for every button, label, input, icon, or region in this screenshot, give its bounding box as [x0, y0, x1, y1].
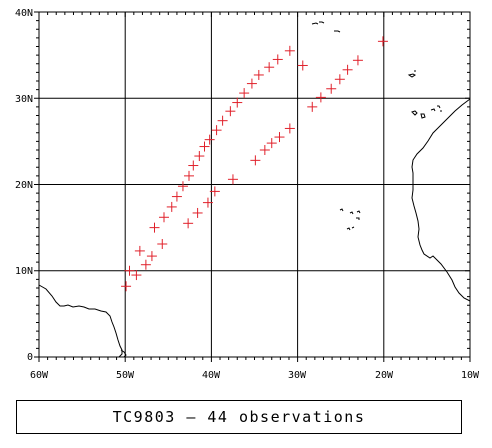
lon-label-60w: 60W [30, 370, 49, 381]
observation-marker [264, 62, 275, 73]
observation-marker [199, 141, 210, 152]
observation-marker [192, 207, 203, 218]
observation-marker [157, 239, 168, 250]
observation-marker [217, 115, 228, 126]
observation-marker [194, 151, 205, 162]
observation-marker [204, 134, 215, 145]
observation-marker [239, 88, 250, 99]
observation-marker [124, 265, 135, 276]
observation-marker [225, 106, 236, 117]
observation-marker [146, 251, 157, 262]
observation-marker [171, 191, 182, 202]
observation-marker [246, 78, 257, 89]
observation-marker [209, 186, 220, 197]
observation-marker [272, 54, 283, 65]
observation-marker [284, 45, 295, 56]
observation-marker [315, 92, 326, 103]
lat-label-0: 0 [27, 352, 33, 363]
caption-box: TC9803 — 44 observations [16, 400, 462, 434]
south-america-coastline [38, 284, 123, 358]
lon-label-40w: 40W [202, 370, 221, 381]
observation-marker [326, 83, 337, 94]
observation-marker [202, 197, 213, 208]
coastlines [38, 21, 471, 358]
lon-label-50w: 50W [116, 370, 135, 381]
observation-marker [352, 55, 363, 66]
map-frame [38, 11, 471, 358]
lat-label-10n: 10N [15, 266, 33, 277]
madeira-islands [407, 70, 416, 78]
lat-label-30n: 30N [15, 94, 33, 105]
cape-verde-islands [339, 208, 361, 231]
observation-marker [140, 259, 151, 270]
observation-marker [250, 155, 261, 166]
amazon-delta-coastline [120, 349, 127, 358]
observation-marker [253, 69, 264, 80]
observation-marker [166, 201, 177, 212]
observation-marker [188, 160, 199, 171]
lat-lon-grid [39, 12, 470, 357]
lat-label-20n: 20N [15, 180, 33, 191]
observation-marker [307, 101, 318, 112]
observation-marker [342, 64, 353, 75]
observation-marker [284, 123, 295, 134]
observation-marker [134, 245, 145, 256]
lon-label-20w: 20W [375, 370, 394, 381]
observation-marker [227, 174, 238, 185]
lat-label-40n: 40N [15, 8, 33, 19]
observation-marker [377, 36, 388, 47]
observation-marker [259, 145, 270, 155]
caption-title: TC9803 — 44 observations [112, 408, 366, 426]
observation-marker [183, 170, 194, 181]
observation-marker [211, 125, 222, 136]
africa-coastline [411, 98, 471, 302]
observation-marker [334, 74, 345, 85]
canary-islands [411, 105, 442, 119]
observation-marker [177, 181, 188, 192]
observation-marker [297, 60, 308, 71]
observation-marker [183, 218, 194, 229]
observation-marker [266, 138, 277, 149]
observation-marker [274, 132, 285, 143]
lon-label-10w: 10W [461, 370, 480, 381]
azores-islands [311, 21, 341, 33]
observation-marker [131, 270, 142, 281]
observation-marker [149, 222, 160, 233]
lon-label-30w: 30W [288, 370, 307, 381]
observation-marker [158, 212, 169, 223]
observation-marker [121, 281, 132, 292]
track-markers [121, 36, 388, 292]
observation-marker [232, 97, 243, 108]
